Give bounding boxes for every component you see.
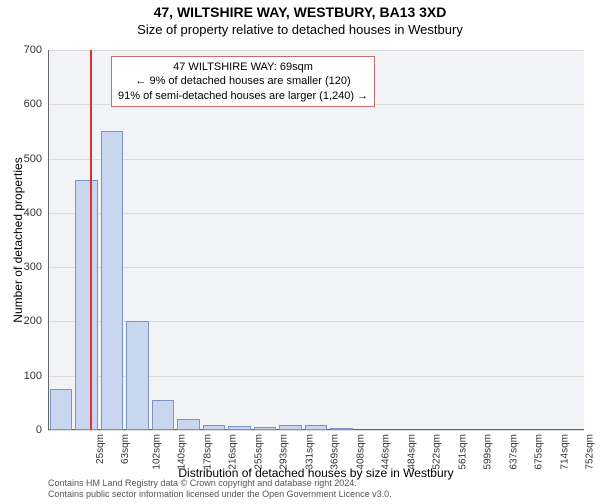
page-title: 47, WILTSHIRE WAY, WESTBURY, BA13 3XD <box>0 4 600 20</box>
ytick-label: 600 <box>24 98 42 110</box>
footnote: Contains HM Land Registry data © Crown c… <box>48 478 392 501</box>
histogram-bar <box>254 427 277 430</box>
histogram-bar <box>50 389 73 430</box>
gridline <box>48 159 584 160</box>
xtick-label: 102sqm <box>151 434 162 470</box>
xtick-label: 752sqm <box>585 434 596 470</box>
xtick-label: 561sqm <box>457 434 468 470</box>
gridline <box>48 213 584 214</box>
xtick-label: 714sqm <box>559 434 570 470</box>
ytick-label: 400 <box>24 207 42 219</box>
ytick-label: 0 <box>36 424 42 436</box>
histogram-bar <box>75 180 98 430</box>
footnote-line1: Contains HM Land Registry data © Crown c… <box>48 478 392 489</box>
infobox-line3: 91% of semi-detached houses are larger (… <box>118 89 368 103</box>
xtick-label: 255sqm <box>253 434 264 470</box>
histogram-bar <box>203 425 226 430</box>
xtick-label: 369sqm <box>330 434 341 470</box>
histogram-chart: 010020030040050060070025sqm63sqm102sqm14… <box>48 50 584 430</box>
ytick-label: 200 <box>24 315 42 327</box>
plot-area: 010020030040050060070025sqm63sqm102sqm14… <box>48 50 584 430</box>
xtick-label: 408sqm <box>355 434 366 470</box>
histogram-bar <box>101 131 124 430</box>
page-subtitle: Size of property relative to detached ho… <box>0 22 600 37</box>
xtick-label: 331sqm <box>304 434 315 470</box>
y-axis-label: Number of detached properties <box>11 157 25 322</box>
histogram-bar <box>330 428 353 430</box>
footnote-line2: Contains public sector information licen… <box>48 489 392 500</box>
y-axis-line <box>48 50 49 430</box>
xtick-label: 484sqm <box>406 434 417 470</box>
xtick-label: 637sqm <box>508 434 519 470</box>
gridline <box>48 430 584 431</box>
xtick-label: 216sqm <box>228 434 239 470</box>
xtick-label: 522sqm <box>432 434 443 470</box>
xtick-label: 140sqm <box>177 434 188 470</box>
property-info-box: 47 WILTSHIRE WAY: 69sqm← 9% of detached … <box>111 56 375 107</box>
histogram-bar <box>228 426 251 430</box>
xtick-label: 63sqm <box>120 434 131 464</box>
histogram-bar <box>305 425 328 430</box>
ytick-label: 500 <box>24 153 42 165</box>
property-marker-line <box>90 50 92 430</box>
xtick-label: 675sqm <box>534 434 545 470</box>
infobox-line1: 47 WILTSHIRE WAY: 69sqm <box>118 60 368 74</box>
xtick-label: 293sqm <box>279 434 290 470</box>
xtick-label: 599sqm <box>483 434 494 470</box>
xtick-label: 178sqm <box>202 434 213 470</box>
xtick-label: 446sqm <box>381 434 392 470</box>
xtick-label: 25sqm <box>95 434 106 464</box>
gridline <box>48 50 584 51</box>
histogram-bar <box>126 321 149 430</box>
histogram-bar <box>279 425 302 430</box>
ytick-label: 700 <box>24 44 42 56</box>
ytick-label: 300 <box>24 261 42 273</box>
infobox-line2: ← 9% of detached houses are smaller (120… <box>118 74 368 88</box>
histogram-bar <box>177 419 200 430</box>
histogram-bar <box>152 400 175 430</box>
gridline <box>48 267 584 268</box>
ytick-label: 100 <box>24 370 42 382</box>
